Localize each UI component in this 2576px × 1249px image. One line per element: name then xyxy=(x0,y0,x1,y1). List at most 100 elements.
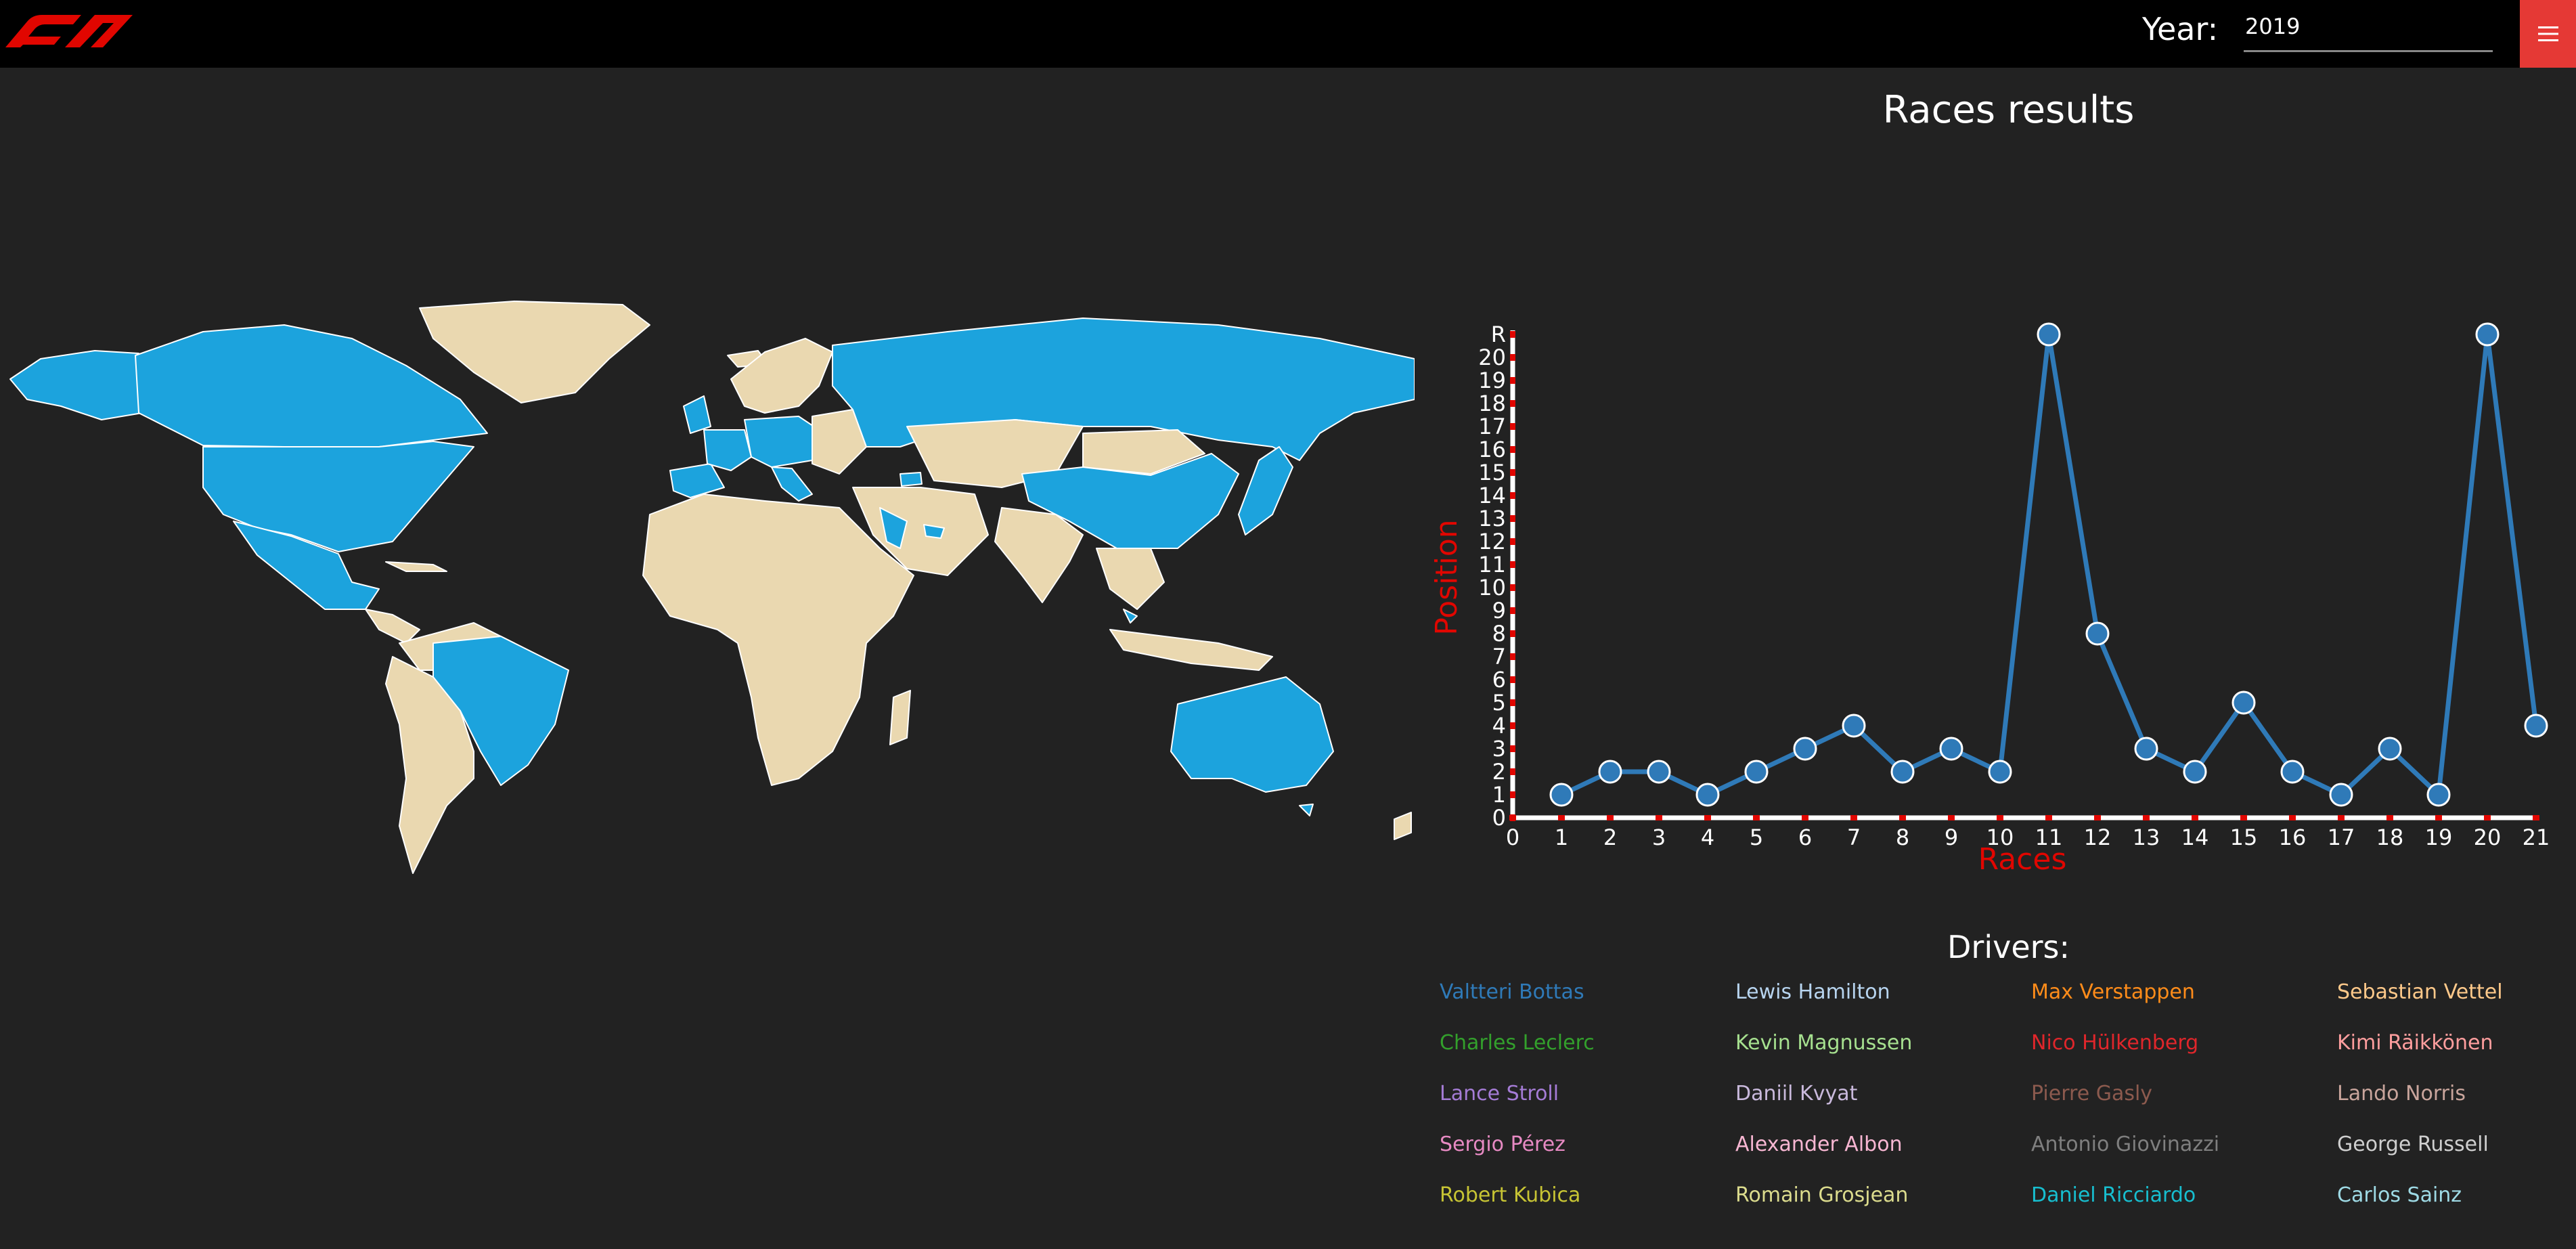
data-point[interactable] xyxy=(2280,760,2305,784)
y-tick xyxy=(1510,446,1515,453)
driver-item[interactable]: Daniil Kvyat xyxy=(1735,1082,1858,1105)
data-point[interactable] xyxy=(1939,737,1963,761)
x-tick xyxy=(1656,815,1662,820)
x-tick-label: 5 xyxy=(1750,825,1763,850)
y-tick-label: 7 xyxy=(1492,644,1506,670)
driver-item[interactable]: Robert Kubica xyxy=(1440,1183,1581,1207)
driver-item[interactable]: Max Verstappen xyxy=(2031,980,2195,1004)
country-azerbaijan xyxy=(900,472,923,487)
x-tick xyxy=(1607,815,1614,820)
x-tick xyxy=(2338,815,2345,820)
x-tick-label: 19 xyxy=(2425,825,2453,850)
data-point[interactable] xyxy=(1598,760,1622,784)
y-tick-label: 0 xyxy=(1492,805,1506,831)
data-point[interactable] xyxy=(2524,714,2548,738)
country-usa xyxy=(202,441,474,552)
y-tick-label: 4 xyxy=(1492,713,1506,739)
data-point[interactable] xyxy=(2183,760,2207,784)
data-point[interactable] xyxy=(1988,760,2012,784)
hamburger-menu-icon xyxy=(2537,26,2558,41)
chart-title: Races results xyxy=(1882,88,2135,132)
country-eastern-europe xyxy=(812,409,867,475)
data-point[interactable] xyxy=(2085,621,2110,646)
driver-item[interactable]: Carlos Sainz xyxy=(2337,1183,2462,1207)
driver-item[interactable]: George Russell xyxy=(2337,1133,2489,1156)
driver-item[interactable]: Valtteri Bottas xyxy=(1440,980,1584,1004)
country-russia xyxy=(832,317,1415,461)
driver-item[interactable]: Sergio Pérez xyxy=(1440,1133,1565,1156)
data-point[interactable] xyxy=(2378,737,2402,761)
driver-item[interactable]: Charles Leclerc xyxy=(1440,1031,1595,1055)
driver-item[interactable]: Lewis Hamilton xyxy=(1735,980,1890,1004)
y-tick xyxy=(1510,768,1515,775)
x-tick xyxy=(1850,815,1857,820)
x-tick-label: 2 xyxy=(1603,825,1617,850)
x-tick-label: 12 xyxy=(2084,825,2112,850)
country-bahrain-saudi xyxy=(879,507,908,549)
driver-item[interactable]: Kimi Räikkönen xyxy=(2337,1031,2493,1055)
x-tick xyxy=(2289,815,2296,820)
country-mongolia xyxy=(1082,429,1205,475)
y-tick-label: 13 xyxy=(1478,506,1506,531)
y-tick xyxy=(1510,538,1515,545)
data-point[interactable] xyxy=(2134,737,2158,761)
x-tick-label: 21 xyxy=(2523,825,2550,850)
y-tick-label: 6 xyxy=(1492,667,1506,693)
country-central-america xyxy=(365,609,420,644)
driver-item[interactable]: Alexander Albon xyxy=(1735,1133,1903,1156)
year-label: Year: xyxy=(2142,11,2219,47)
x-tick xyxy=(1558,815,1565,820)
series-line xyxy=(1560,334,2539,800)
country-africa xyxy=(642,494,914,786)
driver-item[interactable]: Sebastian Vettel xyxy=(2337,980,2503,1004)
driver-item[interactable]: Pierre Gasly xyxy=(2031,1082,2153,1105)
data-point[interactable] xyxy=(2231,691,2256,715)
y-tick-label: 9 xyxy=(1492,598,1506,623)
country-india xyxy=(994,507,1084,603)
y-tick-label: 3 xyxy=(1492,736,1506,762)
data-point[interactable] xyxy=(2426,783,2451,807)
data-point[interactable] xyxy=(1695,783,1720,807)
f1-logo-icon[interactable] xyxy=(0,7,135,54)
data-point[interactable] xyxy=(2037,322,2061,347)
drivers-title: Drivers: xyxy=(1947,929,2070,965)
x-tick-label: 1 xyxy=(1555,825,1568,850)
y-tick-label: 15 xyxy=(1478,460,1506,485)
data-point[interactable] xyxy=(1647,760,1671,784)
top-bar: Year: xyxy=(0,0,2576,68)
x-tick-label: 3 xyxy=(1652,825,1666,850)
data-point[interactable] xyxy=(1549,783,1574,807)
menu-button[interactable] xyxy=(2520,0,2576,68)
y-tick xyxy=(1510,469,1515,476)
driver-item[interactable]: Lando Norris xyxy=(2337,1082,2466,1105)
country-japan xyxy=(1238,446,1293,535)
y-tick xyxy=(1510,607,1515,614)
x-tick-label: 6 xyxy=(1798,825,1812,850)
driver-item[interactable]: Romain Grosjean xyxy=(1735,1183,1909,1207)
data-point[interactable] xyxy=(2475,322,2500,347)
driver-item[interactable]: Antonio Giovinazzi xyxy=(2031,1133,2220,1156)
y-tick-label: 10 xyxy=(1478,575,1506,600)
data-point[interactable] xyxy=(2329,783,2353,807)
driver-item[interactable]: Kevin Magnussen xyxy=(1735,1031,1913,1055)
driver-item[interactable]: Daniel Ricciardo xyxy=(2031,1183,2196,1207)
country-uae xyxy=(923,524,945,539)
year-input[interactable] xyxy=(2244,7,2493,52)
y-tick-label: 16 xyxy=(1478,437,1506,462)
data-point[interactable] xyxy=(1842,714,1866,738)
data-point[interactable] xyxy=(1744,760,1769,784)
world-map[interactable] xyxy=(0,291,1415,887)
data-point[interactable] xyxy=(1793,737,1817,761)
x-tick xyxy=(1704,815,1711,820)
x-tick-label: 13 xyxy=(2133,825,2160,850)
x-tick-label: 11 xyxy=(2035,825,2063,850)
y-tick-label: 8 xyxy=(1492,621,1506,647)
data-point[interactable] xyxy=(1890,760,1915,784)
country-southeast-asia xyxy=(1096,548,1165,610)
y-tick xyxy=(1510,630,1515,637)
country-australia xyxy=(1170,676,1334,793)
driver-item[interactable]: Nico Hülkenberg xyxy=(2031,1031,2199,1055)
y-tick-label: 20 xyxy=(1478,345,1506,370)
driver-item[interactable]: Lance Stroll xyxy=(1440,1082,1559,1105)
x-tick xyxy=(1509,815,1516,820)
